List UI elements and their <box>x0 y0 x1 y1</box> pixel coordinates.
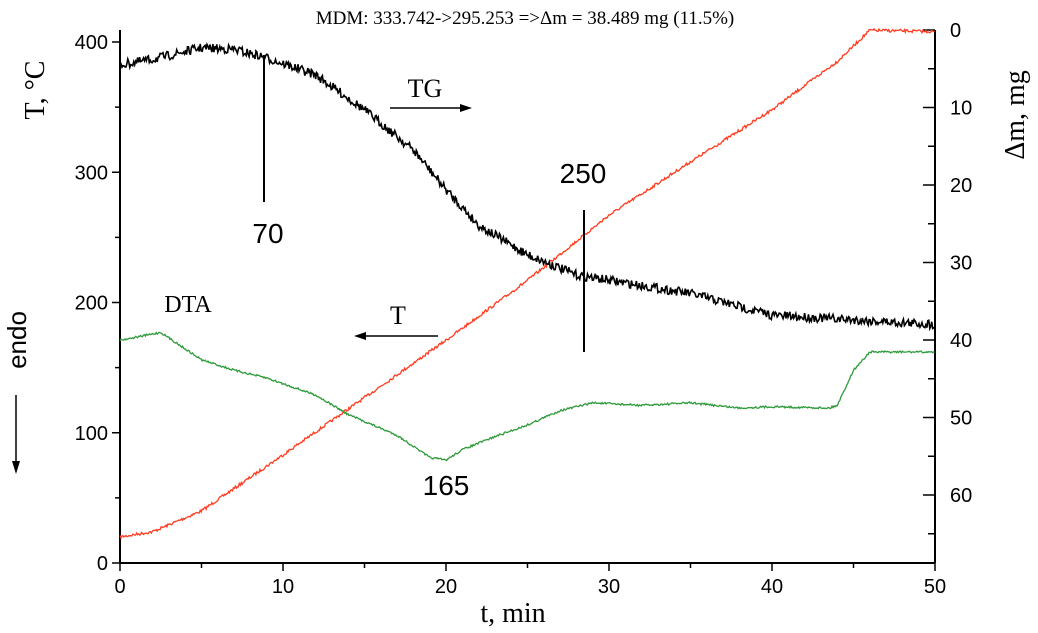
y-right-tick-label: 10 <box>950 98 972 120</box>
x-tick-label: 10 <box>272 576 294 598</box>
t-arrow-head <box>354 332 366 340</box>
axes: 0 10 20 30 40 50 0 100 200 300 400 0 10 20 30 40 50 60 <box>75 20 973 598</box>
y-right-tick-label: 50 <box>950 408 972 430</box>
y-right-tick-label: 60 <box>950 485 972 507</box>
series-t-line <box>119 27 935 540</box>
dta-label: DTA <box>164 292 212 318</box>
y-right-tick-label: 30 <box>950 253 972 275</box>
y-right-tick-label: 40 <box>950 330 972 352</box>
y-left-tick-label: 400 <box>75 32 108 54</box>
y-left-tick-label: 100 <box>75 423 108 445</box>
x-tick-label: 50 <box>924 576 946 598</box>
y-left-tick-label: 0 <box>97 553 108 575</box>
peak-label-165: 165 <box>423 470 470 501</box>
series-dta-line <box>119 331 935 462</box>
endo-arrow-head <box>12 461 20 474</box>
y-left-tick-label: 300 <box>75 162 108 184</box>
x-axis-label: t, min <box>480 598 545 629</box>
y-left-tick-label: 200 <box>75 293 108 315</box>
chart-title: MDM: 333.742->295.253 =>Δm = 38.489 mg (… <box>316 8 735 29</box>
series-tg-line <box>119 41 935 332</box>
t-label: T <box>390 301 406 330</box>
x-tick-label: 30 <box>598 576 620 598</box>
x-tick-label: 20 <box>435 576 457 598</box>
peak-label-250: 250 <box>560 158 607 189</box>
tg-label: TG <box>408 74 443 103</box>
series-group <box>119 27 935 540</box>
y-right-tick-label: 0 <box>950 20 961 42</box>
y-right-tick-label: 20 <box>950 175 972 197</box>
y-right-axis-label: Δm, mg <box>1000 70 1031 160</box>
x-tick-label: 40 <box>761 576 783 598</box>
peak-label-70: 70 <box>252 218 283 249</box>
endo-label: endo <box>2 311 32 369</box>
x-tick-label: 0 <box>114 576 125 598</box>
tg-arrow-head <box>460 104 472 112</box>
y-left-axis-label: T, °C <box>20 61 51 120</box>
